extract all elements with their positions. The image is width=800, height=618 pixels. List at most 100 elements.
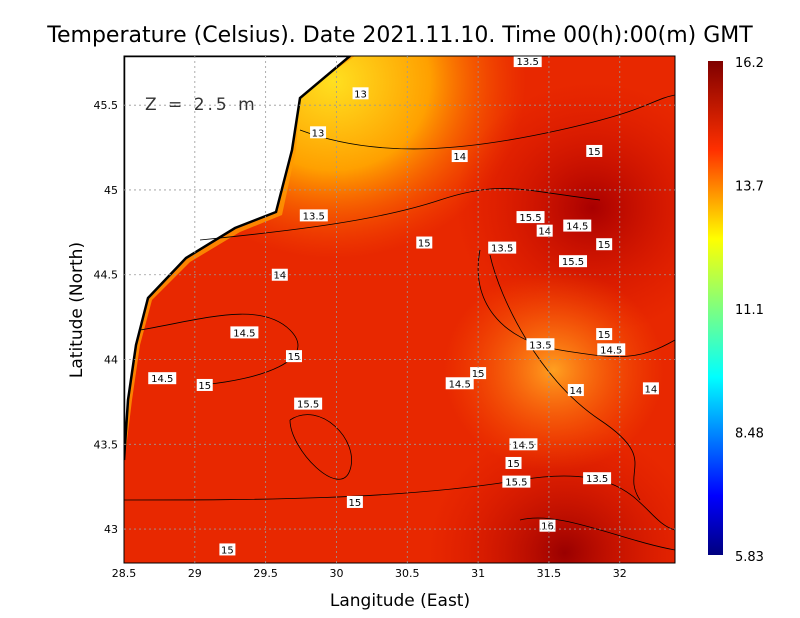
contour-label-text: 15 (588, 147, 601, 158)
contour-label: 15 (196, 378, 213, 392)
x-tick-label: 32 (613, 567, 627, 580)
contour-label: 15 (346, 495, 363, 509)
x-tick-label: 28.5 (112, 567, 137, 580)
contour-label: 15 (596, 238, 613, 251)
y-tick-label: 43 (104, 523, 118, 536)
contour-label-box (502, 475, 531, 488)
contour-label: 13.5 (583, 472, 612, 485)
contour-label-box (539, 519, 556, 532)
contour-label-text: 14 (569, 386, 582, 397)
contour-label-text: 14.5 (233, 328, 255, 339)
contour-label-text: 14.5 (151, 374, 173, 385)
colorbar-ticks: 16.2 13.7 11.1 8.48 5.83 (735, 56, 764, 565)
contour-label-text: 13.5 (586, 474, 608, 485)
contour-label: 15.5 (294, 397, 323, 411)
colorbar-tick-label: 5.83 (735, 550, 764, 565)
contour-label: 15 (416, 236, 433, 250)
contour-label-text: 14 (645, 384, 658, 395)
contour-label-text: 15 (598, 240, 611, 251)
contour-label-text: 15 (472, 369, 485, 380)
contour-label: 14 (642, 382, 659, 395)
x-tick-label: 29 (188, 567, 202, 580)
contour-label: 15 (470, 367, 487, 380)
contour-label-box (470, 367, 487, 380)
colorbar-tick-label: 13.7 (735, 180, 764, 195)
x-tick-label: 29.5 (253, 567, 278, 580)
contour-label-box (563, 219, 592, 232)
contour-label-box (567, 384, 584, 397)
contour-label-text: 13.5 (303, 211, 325, 222)
contour-label-text: 14.5 (600, 345, 622, 356)
contour-label: 14.5 (230, 326, 259, 339)
contour-label-text: 15 (221, 545, 234, 556)
contour-label-box (488, 241, 517, 254)
contour-label-text: 15.5 (562, 257, 584, 268)
map-title: Temperature (Celsius). Date 2021.11.10. … (46, 23, 753, 48)
contour-label: 16 (539, 519, 556, 533)
grid-lines (124, 56, 675, 563)
contour-label: 15.5 (502, 475, 531, 489)
contour-label: 13.5 (513, 56, 542, 68)
contour-label-box (445, 377, 474, 390)
contour-label: 14.5 (563, 219, 592, 233)
contour-label: 15.5 (516, 211, 545, 224)
x-axis: 28.5 29 29.5 30 30.5 31 31.5 32 (112, 567, 627, 580)
contour-label: 15 (219, 543, 236, 556)
contour-label-box (596, 238, 613, 251)
contour-label-text: 13.5 (491, 244, 513, 255)
contour-label-text: 15.5 (505, 478, 527, 489)
contour-label-text: 14.5 (449, 379, 471, 390)
plot-frame (123, 55, 676, 564)
contour-label-box (596, 328, 613, 341)
contour-label-text: 15 (418, 239, 431, 250)
contour-label-box (310, 126, 327, 139)
contour-label-box (509, 438, 538, 451)
x-axis-label: Langitude (East) (330, 591, 470, 611)
x-tick-label: 30.5 (395, 567, 420, 580)
contour-label-box (597, 343, 626, 356)
contour-label-box (219, 543, 236, 556)
colorbar-tick-label: 11.1 (735, 303, 764, 318)
contour-label-text: 15 (198, 381, 211, 392)
contour-label-text: 15 (288, 352, 301, 363)
contour-label: 14.5 (148, 372, 177, 385)
x-tick-label: 31 (471, 567, 485, 580)
contour-label-text: 15 (598, 330, 611, 341)
contour-label-text: 16 (541, 522, 554, 533)
contour-label: 13.5 (526, 338, 555, 351)
contour-label: 14.5 (509, 438, 538, 451)
contour-label-text: 14.5 (512, 440, 534, 451)
y-axis-label: Latitude (North) (67, 242, 87, 378)
contour-label-text: 15.5 (519, 213, 541, 224)
contour-label-text: 13.5 (529, 340, 551, 351)
contour-label-box (513, 56, 542, 68)
contour-label-text: 15 (507, 459, 520, 470)
y-axis: 43 43.5 44 44.5 45 45.5 (94, 99, 119, 536)
contour-label-box (416, 236, 433, 249)
contour-label: 14 (271, 268, 288, 282)
contour-label-box (642, 382, 659, 395)
contour-label: 14 (451, 150, 468, 163)
contour-lines (124, 94, 675, 551)
contour-label-text: 15.5 (297, 400, 319, 411)
contour-label-text: 13 (312, 128, 325, 139)
contour-label-box (352, 87, 369, 100)
y-tick-label: 45.5 (94, 99, 119, 112)
contour-label-text: 14.5 (566, 222, 588, 233)
contour-label: 13 (310, 126, 327, 139)
contour-label-box (526, 338, 555, 351)
colorbar-tick-label: 8.48 (735, 427, 764, 442)
contour-label-box (346, 495, 363, 508)
contour-label-box (559, 255, 588, 268)
contour-label: 14.5 (597, 343, 626, 356)
y-tick-label: 44 (104, 354, 118, 367)
contour-label-text: 14 (453, 152, 466, 163)
x-tick-label: 31.5 (537, 567, 562, 580)
contour-label-text: 13.5 (517, 57, 539, 68)
contour-label: 15.5 (559, 255, 588, 268)
depth-label: Z = 2.5 m (145, 95, 258, 115)
contour-label-box (516, 211, 545, 224)
colorbar (708, 61, 723, 555)
contour-label: 13 (352, 87, 369, 100)
